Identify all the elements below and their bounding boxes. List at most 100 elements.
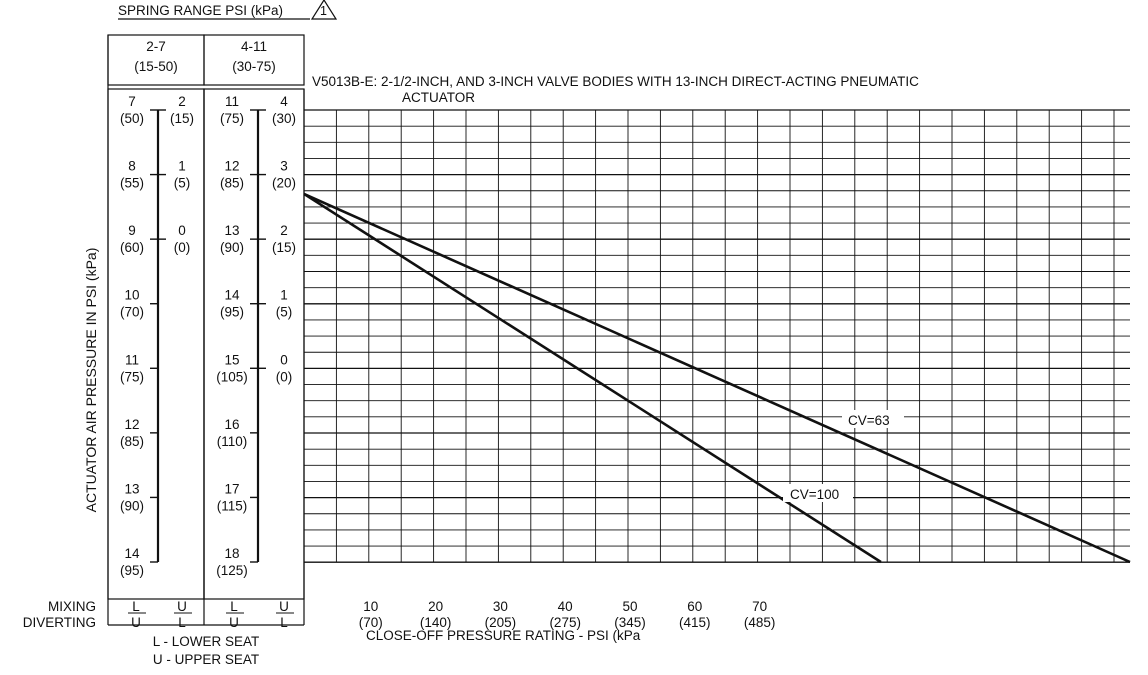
scale-label-psi: 15 bbox=[224, 352, 239, 367]
scale-label-psi: 11 bbox=[125, 352, 139, 367]
col2-header-psi: 4-11 bbox=[241, 39, 267, 54]
spring-col1-scale-box bbox=[107, 88, 205, 600]
col1-mixing-left: L bbox=[132, 599, 140, 614]
scale-label-psi: 8 bbox=[128, 159, 136, 174]
scale-label-kpa: (50) bbox=[120, 111, 144, 126]
scale-label-psi: 14 bbox=[124, 546, 140, 561]
series-line-cv100 bbox=[303, 192, 882, 564]
scale-label-psi: 2 bbox=[178, 94, 186, 109]
scale-label-kpa: (125) bbox=[216, 563, 248, 578]
scale-label-kpa: (15) bbox=[170, 111, 194, 126]
scale-label-kpa: (90) bbox=[220, 240, 244, 255]
x-tick-psi: 10 bbox=[363, 599, 378, 614]
scale-label-kpa: (85) bbox=[120, 434, 144, 449]
scale-label-kpa: (30) bbox=[272, 111, 296, 126]
x-tick-psi: 50 bbox=[622, 599, 637, 614]
spring-col2-scale-box bbox=[203, 88, 305, 600]
scale-label-kpa: (20) bbox=[272, 176, 296, 191]
scale-label-psi: 9 bbox=[128, 223, 136, 238]
scale-label-psi: 2 bbox=[280, 223, 288, 238]
scale-label-psi: 18 bbox=[224, 546, 239, 561]
scale-label-kpa: (5) bbox=[276, 305, 293, 320]
scale-label-kpa: (75) bbox=[220, 111, 244, 126]
chart-title-line2: ACTUATOR bbox=[402, 90, 475, 105]
x-tick-psi: 40 bbox=[558, 599, 573, 614]
y-axis-label: ACTUATOR AIR PRESSURE IN PSI (kPa) bbox=[83, 248, 99, 513]
spring-col2-header-box bbox=[203, 34, 305, 86]
col2-diverting-left: U bbox=[229, 615, 239, 630]
scale-label-psi: 17 bbox=[224, 481, 239, 496]
scale-label-psi: 0 bbox=[178, 223, 186, 238]
scale-label-kpa: (70) bbox=[120, 305, 144, 320]
mixing-label: MIXING bbox=[48, 599, 96, 614]
note-triangle-icon bbox=[310, 0, 338, 20]
x-tick-psi: 30 bbox=[493, 599, 508, 614]
scale-label-psi: 10 bbox=[124, 288, 139, 303]
cv63-label-bg bbox=[842, 410, 904, 428]
chart-series bbox=[303, 192, 1131, 564]
scale-label-kpa: (95) bbox=[120, 563, 144, 578]
series-label-cv63: CV=63 bbox=[848, 413, 890, 428]
scale-label-kpa: (0) bbox=[276, 369, 293, 384]
x-tick-psi: 20 bbox=[428, 599, 443, 614]
col1-header-kpa: (15-50) bbox=[134, 59, 178, 74]
chart-grid bbox=[303, 109, 1130, 563]
x-tick-kpa: (70) bbox=[359, 615, 383, 630]
scale-label-kpa: (15) bbox=[272, 240, 296, 255]
spring-range-title: SPRING RANGE PSI (kPa) bbox=[118, 3, 283, 18]
chart-title: V5013B-E: 2-1/2-INCH, AND 3-INCH VALVE B… bbox=[312, 74, 919, 89]
scale-label-psi: 7 bbox=[128, 94, 136, 109]
x-tick-kpa: (140) bbox=[420, 615, 452, 630]
spring-scale-labels: 7(50)8(55)9(60)10(70)11(75)12(85)13(90)1… bbox=[120, 94, 296, 578]
legend-upper-seat: U - UPPER SEAT bbox=[153, 652, 259, 667]
series-label-cv100: CV=100 bbox=[790, 487, 839, 502]
scale-label-psi: 3 bbox=[280, 159, 288, 174]
scale-label-kpa: (95) bbox=[220, 305, 244, 320]
x-axis-label: CLOSE-OFF PRESSURE RATING - PSI (kPa bbox=[366, 628, 641, 643]
scale-label-kpa: (115) bbox=[217, 498, 248, 513]
scale-label-psi: 11 bbox=[225, 94, 239, 109]
col2-header-kpa: (30-75) bbox=[232, 59, 276, 74]
scale-label-psi: 14 bbox=[224, 288, 240, 303]
scale-label-kpa: (105) bbox=[216, 369, 248, 384]
scale-label-kpa: (75) bbox=[120, 369, 144, 384]
scale-label-psi: 13 bbox=[124, 481, 139, 496]
col2-diverting-right: L bbox=[280, 615, 288, 630]
diverting-label: DIVERTING bbox=[23, 615, 96, 630]
scale-label-kpa: (90) bbox=[120, 498, 144, 513]
col1-diverting-left: U bbox=[131, 615, 141, 630]
scale-label-psi: 13 bbox=[224, 223, 239, 238]
scale-label-psi: 0 bbox=[280, 352, 288, 367]
scale-label-kpa: (5) bbox=[174, 176, 191, 191]
scale-label-psi: 16 bbox=[224, 417, 239, 432]
scale-label-psi: 1 bbox=[178, 159, 186, 174]
scale-label-kpa: (55) bbox=[120, 176, 144, 191]
series-line-cv63 bbox=[303, 192, 1131, 564]
x-tick-kpa: (345) bbox=[614, 615, 646, 630]
x-tick-kpa: (415) bbox=[679, 615, 711, 630]
scale-label-kpa: (110) bbox=[217, 434, 248, 449]
scale-label-kpa: (60) bbox=[120, 240, 144, 255]
x-tick-kpa: (275) bbox=[549, 615, 581, 630]
scale-label-psi: 12 bbox=[224, 159, 239, 174]
col1-mixing-right: U bbox=[177, 599, 187, 614]
scale-label-kpa: (85) bbox=[220, 176, 244, 191]
note-symbol: 1 bbox=[320, 4, 327, 18]
col1-diverting-right: L bbox=[178, 615, 186, 630]
scale-label-kpa: (0) bbox=[174, 240, 191, 255]
x-tick-kpa: (485) bbox=[744, 615, 776, 630]
col2-mixing-right: U bbox=[279, 599, 289, 614]
x-tick-labels: 10(70) 20(140) 30(205) 40(275) 50(345) 60(415… bbox=[359, 599, 776, 630]
x-tick-psi: 60 bbox=[687, 599, 702, 614]
scale-label-psi: 12 bbox=[124, 417, 139, 432]
cv100-label-bg bbox=[783, 484, 853, 502]
col1-header-psi: 2-7 bbox=[146, 39, 166, 54]
scale-label-psi: 1 bbox=[280, 288, 288, 303]
spring-scale-ticks bbox=[150, 109, 266, 563]
x-tick-kpa: (205) bbox=[485, 615, 517, 630]
x-tick-psi: 70 bbox=[752, 599, 767, 614]
col2-mixing-left: L bbox=[230, 599, 238, 614]
legend-lower-seat: L - LOWER SEAT bbox=[153, 634, 260, 649]
scale-label-psi: 4 bbox=[280, 94, 288, 109]
